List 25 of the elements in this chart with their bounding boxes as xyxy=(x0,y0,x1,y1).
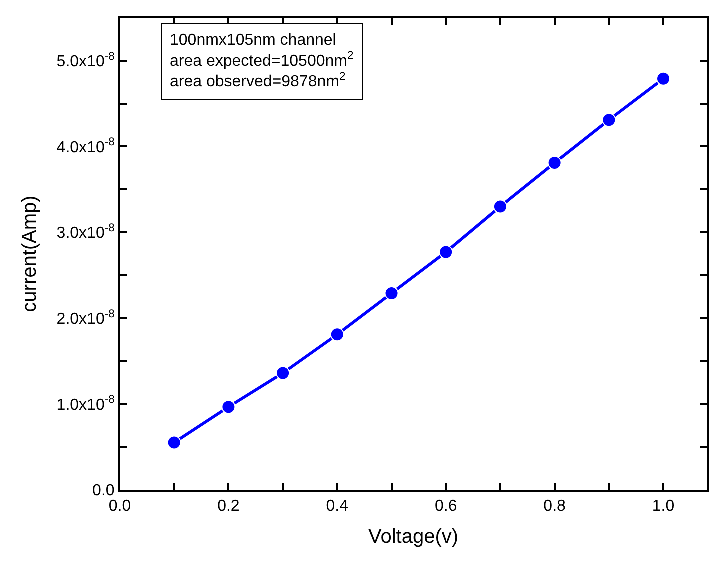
point xyxy=(439,245,454,260)
y-tick-label: 4.0x10$^{-8}$ xyxy=(56,136,115,156)
y-tick-label: 2.0x10$^{-8}$ xyxy=(56,308,115,328)
point xyxy=(656,72,671,86)
point xyxy=(276,366,290,380)
x-tick-label: 0.6 xyxy=(434,498,458,516)
x-tick-label: 0.8 xyxy=(544,498,566,516)
x-tick-label: 0.0 xyxy=(108,498,132,516)
text: 100nmx105nm channel area expected=10500nm$^{2}$ area observed=9878nm$^{2}$ xyxy=(170,32,354,91)
x-tick-label: 1.0 xyxy=(652,498,675,516)
x-tick-label: 0.2 xyxy=(218,498,240,516)
y-tick-label: 0.0 xyxy=(92,482,115,500)
point xyxy=(548,156,562,170)
point xyxy=(222,400,236,414)
point xyxy=(602,113,616,128)
point xyxy=(384,286,399,300)
y-axis-title: current(Amp) xyxy=(18,196,41,312)
x-tick-label: 0.4 xyxy=(326,498,349,516)
point xyxy=(330,328,344,342)
y-tick-label: 5.0x10$^{-8}$ xyxy=(56,50,115,71)
x-axis-title: Voltage(v) xyxy=(368,526,459,548)
point xyxy=(493,200,508,214)
point xyxy=(167,436,182,450)
y-tick-label: 3.0x10$^{-8}$ xyxy=(56,222,115,242)
y-tick-label: 1.0x10$^{-8}$ xyxy=(56,394,115,414)
